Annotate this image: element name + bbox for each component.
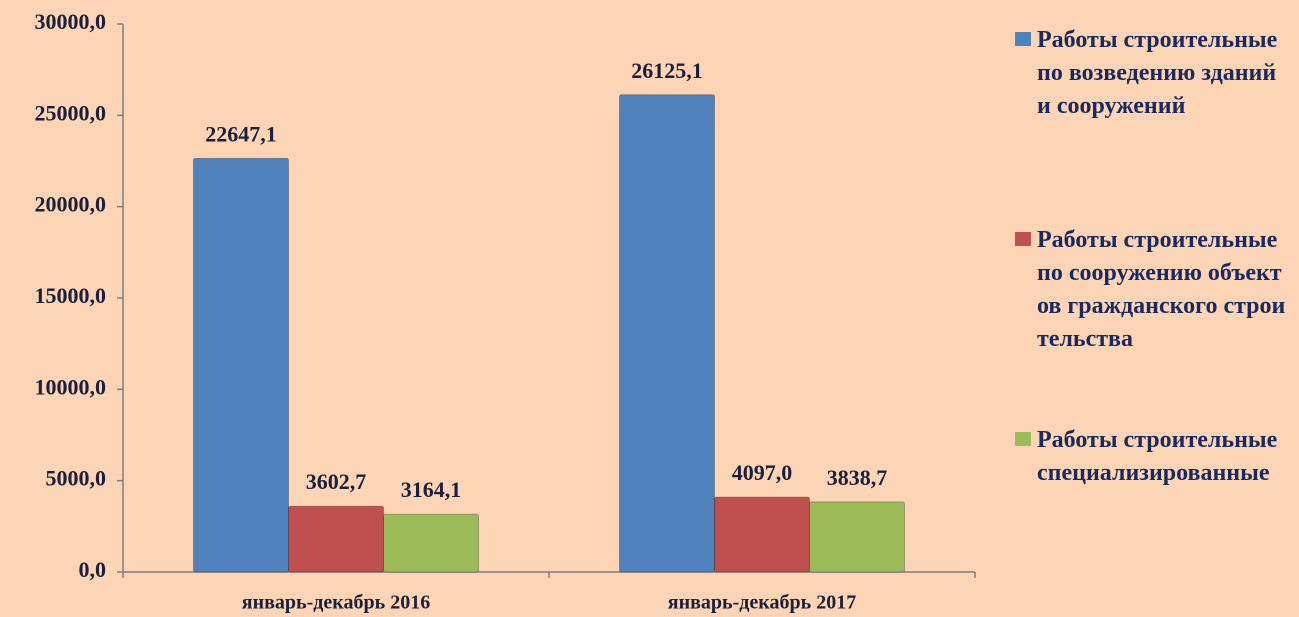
legend-item: Работы строительные специализированные bbox=[1015, 424, 1295, 490]
bar bbox=[619, 94, 715, 573]
bar bbox=[288, 505, 384, 573]
legend-label: Работы строительные специализированные bbox=[1037, 427, 1278, 486]
y-tick-label: 20000,0 bbox=[35, 192, 107, 217]
y-tick-label: 30000,0 bbox=[35, 9, 107, 34]
y-tick-label: 10000,0 bbox=[35, 374, 107, 399]
data-label: 4097,0 bbox=[732, 460, 793, 485]
bar bbox=[193, 157, 289, 573]
legend-label: Работы строительные по возведению зданий… bbox=[1037, 27, 1278, 119]
data-label: 3164,1 bbox=[401, 477, 462, 502]
bar bbox=[809, 501, 905, 573]
y-tick-label: 15000,0 bbox=[35, 283, 107, 308]
legend-item: Работы строительные по сооружению объект… bbox=[1015, 224, 1295, 356]
legend-swatch bbox=[1015, 432, 1031, 446]
bar bbox=[714, 496, 810, 573]
data-label: 3602,7 bbox=[306, 469, 367, 494]
data-label: 26125,1 bbox=[631, 58, 703, 83]
legend-swatch bbox=[1015, 32, 1031, 46]
legend-label: Работы строительные по сооружению объект… bbox=[1037, 227, 1286, 352]
legend-item: Работы строительные по возведению зданий… bbox=[1015, 24, 1295, 123]
data-label: 22647,1 bbox=[205, 121, 277, 146]
legend-swatch bbox=[1015, 232, 1031, 246]
x-tick-label: январь-декабрь 2016 bbox=[242, 592, 430, 614]
y-tick-label: 25000,0 bbox=[35, 100, 107, 125]
bar bbox=[383, 513, 479, 573]
data-label: 3838,7 bbox=[827, 465, 888, 490]
x-tick-label: январь-декабрь 2017 bbox=[668, 592, 856, 614]
y-tick-label: 0,0 bbox=[79, 557, 107, 582]
y-tick-label: 5000,0 bbox=[46, 466, 107, 491]
